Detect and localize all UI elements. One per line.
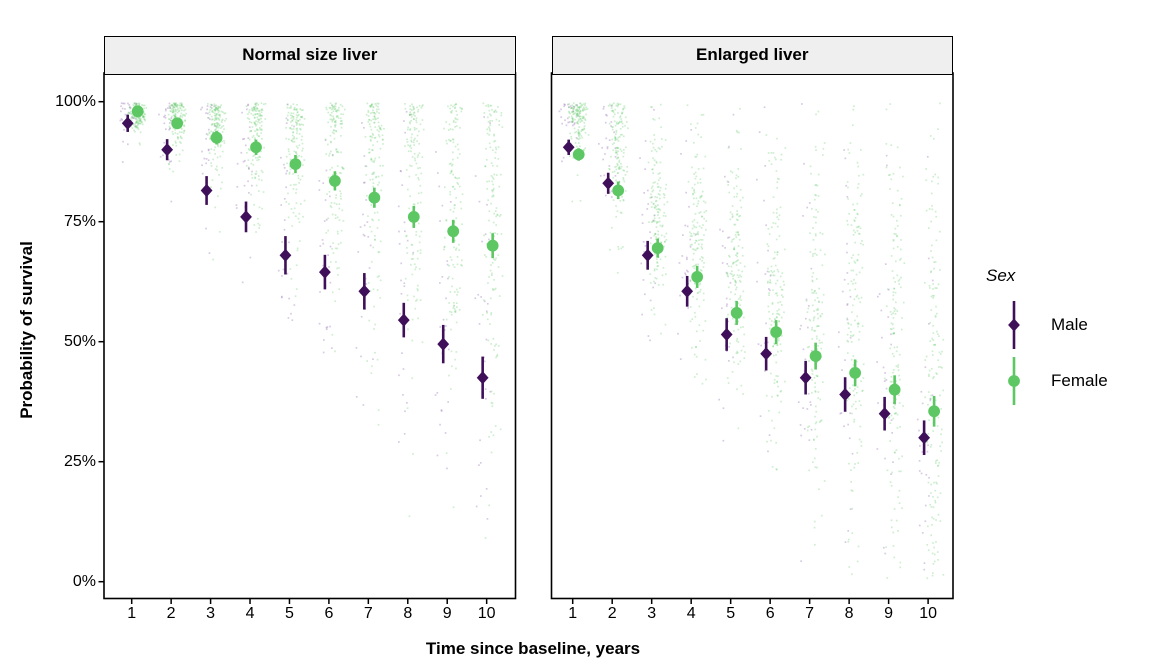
y-tick-label: 50% <box>63 332 96 350</box>
x-tick-label: 8 <box>844 605 854 622</box>
male-point <box>121 116 134 130</box>
x-tick-label: 1 <box>568 605 578 622</box>
male-point <box>878 407 891 421</box>
female-point <box>809 350 822 362</box>
facet-strip-normal-size-liver: Normal size liver <box>104 36 516 75</box>
female-point <box>210 131 223 144</box>
panel-0-content <box>119 102 504 539</box>
male-point <box>240 210 252 224</box>
male-point <box>200 183 213 198</box>
male-point <box>437 337 450 351</box>
female-point <box>612 184 625 197</box>
female-point <box>131 105 144 118</box>
legend-keys <box>1008 301 1020 405</box>
female-point <box>770 326 783 338</box>
male-point <box>799 371 812 385</box>
x-tick-label: 3 <box>206 605 216 622</box>
y-tick-label: 25% <box>63 452 96 470</box>
y-tick-label: 100% <box>55 92 96 110</box>
y-tick-label: 75% <box>63 212 96 230</box>
x-tick-label: 10 <box>919 605 937 622</box>
y-tick-label: 0% <box>72 572 96 590</box>
panel-border <box>550 72 954 600</box>
x-tick-label: 8 <box>403 605 413 622</box>
male-point <box>319 265 331 279</box>
x-tick-label: 7 <box>805 605 815 622</box>
male-point <box>397 313 410 327</box>
female-point <box>368 191 381 204</box>
male-point <box>641 248 654 262</box>
female-point <box>171 117 184 130</box>
panel-1-content <box>558 102 945 580</box>
female-point <box>289 158 302 171</box>
legend-label-female: Female <box>1051 371 1108 390</box>
female-point <box>250 141 262 154</box>
male-point <box>839 387 852 402</box>
female-point <box>407 211 420 223</box>
female-point <box>849 367 862 379</box>
female-point <box>447 225 460 238</box>
legend-label-male: Male <box>1051 315 1088 334</box>
x-tick-label: 9 <box>442 605 452 622</box>
female-point <box>486 239 499 252</box>
x-tick-label: 2 <box>166 605 176 622</box>
x-tick-label: 10 <box>477 605 496 622</box>
legend-title: Sex <box>986 266 1016 285</box>
female-point <box>329 175 341 187</box>
male-point <box>760 347 773 361</box>
male-point <box>720 327 733 342</box>
x-tick-label: 9 <box>884 605 894 622</box>
x-tick-label: 4 <box>686 605 696 622</box>
male-point <box>161 143 174 157</box>
x-tick-label: 5 <box>285 605 294 622</box>
x-tick-label: 5 <box>726 605 736 622</box>
male-point <box>681 284 694 298</box>
male-point <box>279 248 292 262</box>
male-point <box>562 140 575 154</box>
female-point <box>888 383 901 396</box>
x-tick-label: 2 <box>607 605 617 622</box>
facet-strip-enlarged-liver: Enlarged liver <box>551 36 953 75</box>
male-point <box>476 371 489 385</box>
x-tick-label: 6 <box>765 605 775 622</box>
male-point <box>918 431 931 445</box>
x-axis-title: Time since baseline, years <box>425 639 641 658</box>
x-tick-label: 7 <box>363 605 373 622</box>
female-point <box>572 148 585 161</box>
female-point <box>651 242 664 255</box>
x-tick-label: 4 <box>245 605 255 622</box>
female-point <box>928 405 941 418</box>
x-tick-label: 3 <box>647 605 657 622</box>
female-point <box>691 271 704 283</box>
x-tick-label: 1 <box>127 605 137 622</box>
male-point <box>602 176 615 190</box>
male-point <box>358 284 371 298</box>
female-point <box>730 307 743 319</box>
x-tick-label: 6 <box>324 605 334 622</box>
